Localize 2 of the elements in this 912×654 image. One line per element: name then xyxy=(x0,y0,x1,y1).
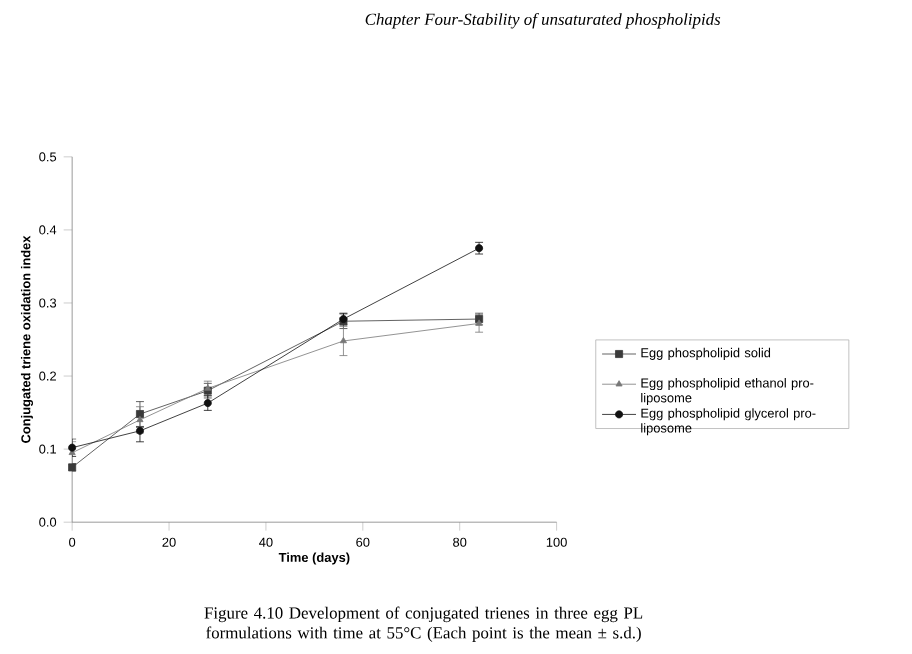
caption: Figure 4.10 Development of conjugated trienes in three egg PL formulations with time at 55°C (Each point is the mean ± s.d.) xyxy=(204,606,643,643)
text: Chapter Four-Stability of unsaturated phospholipids xyxy=(365,13,721,29)
